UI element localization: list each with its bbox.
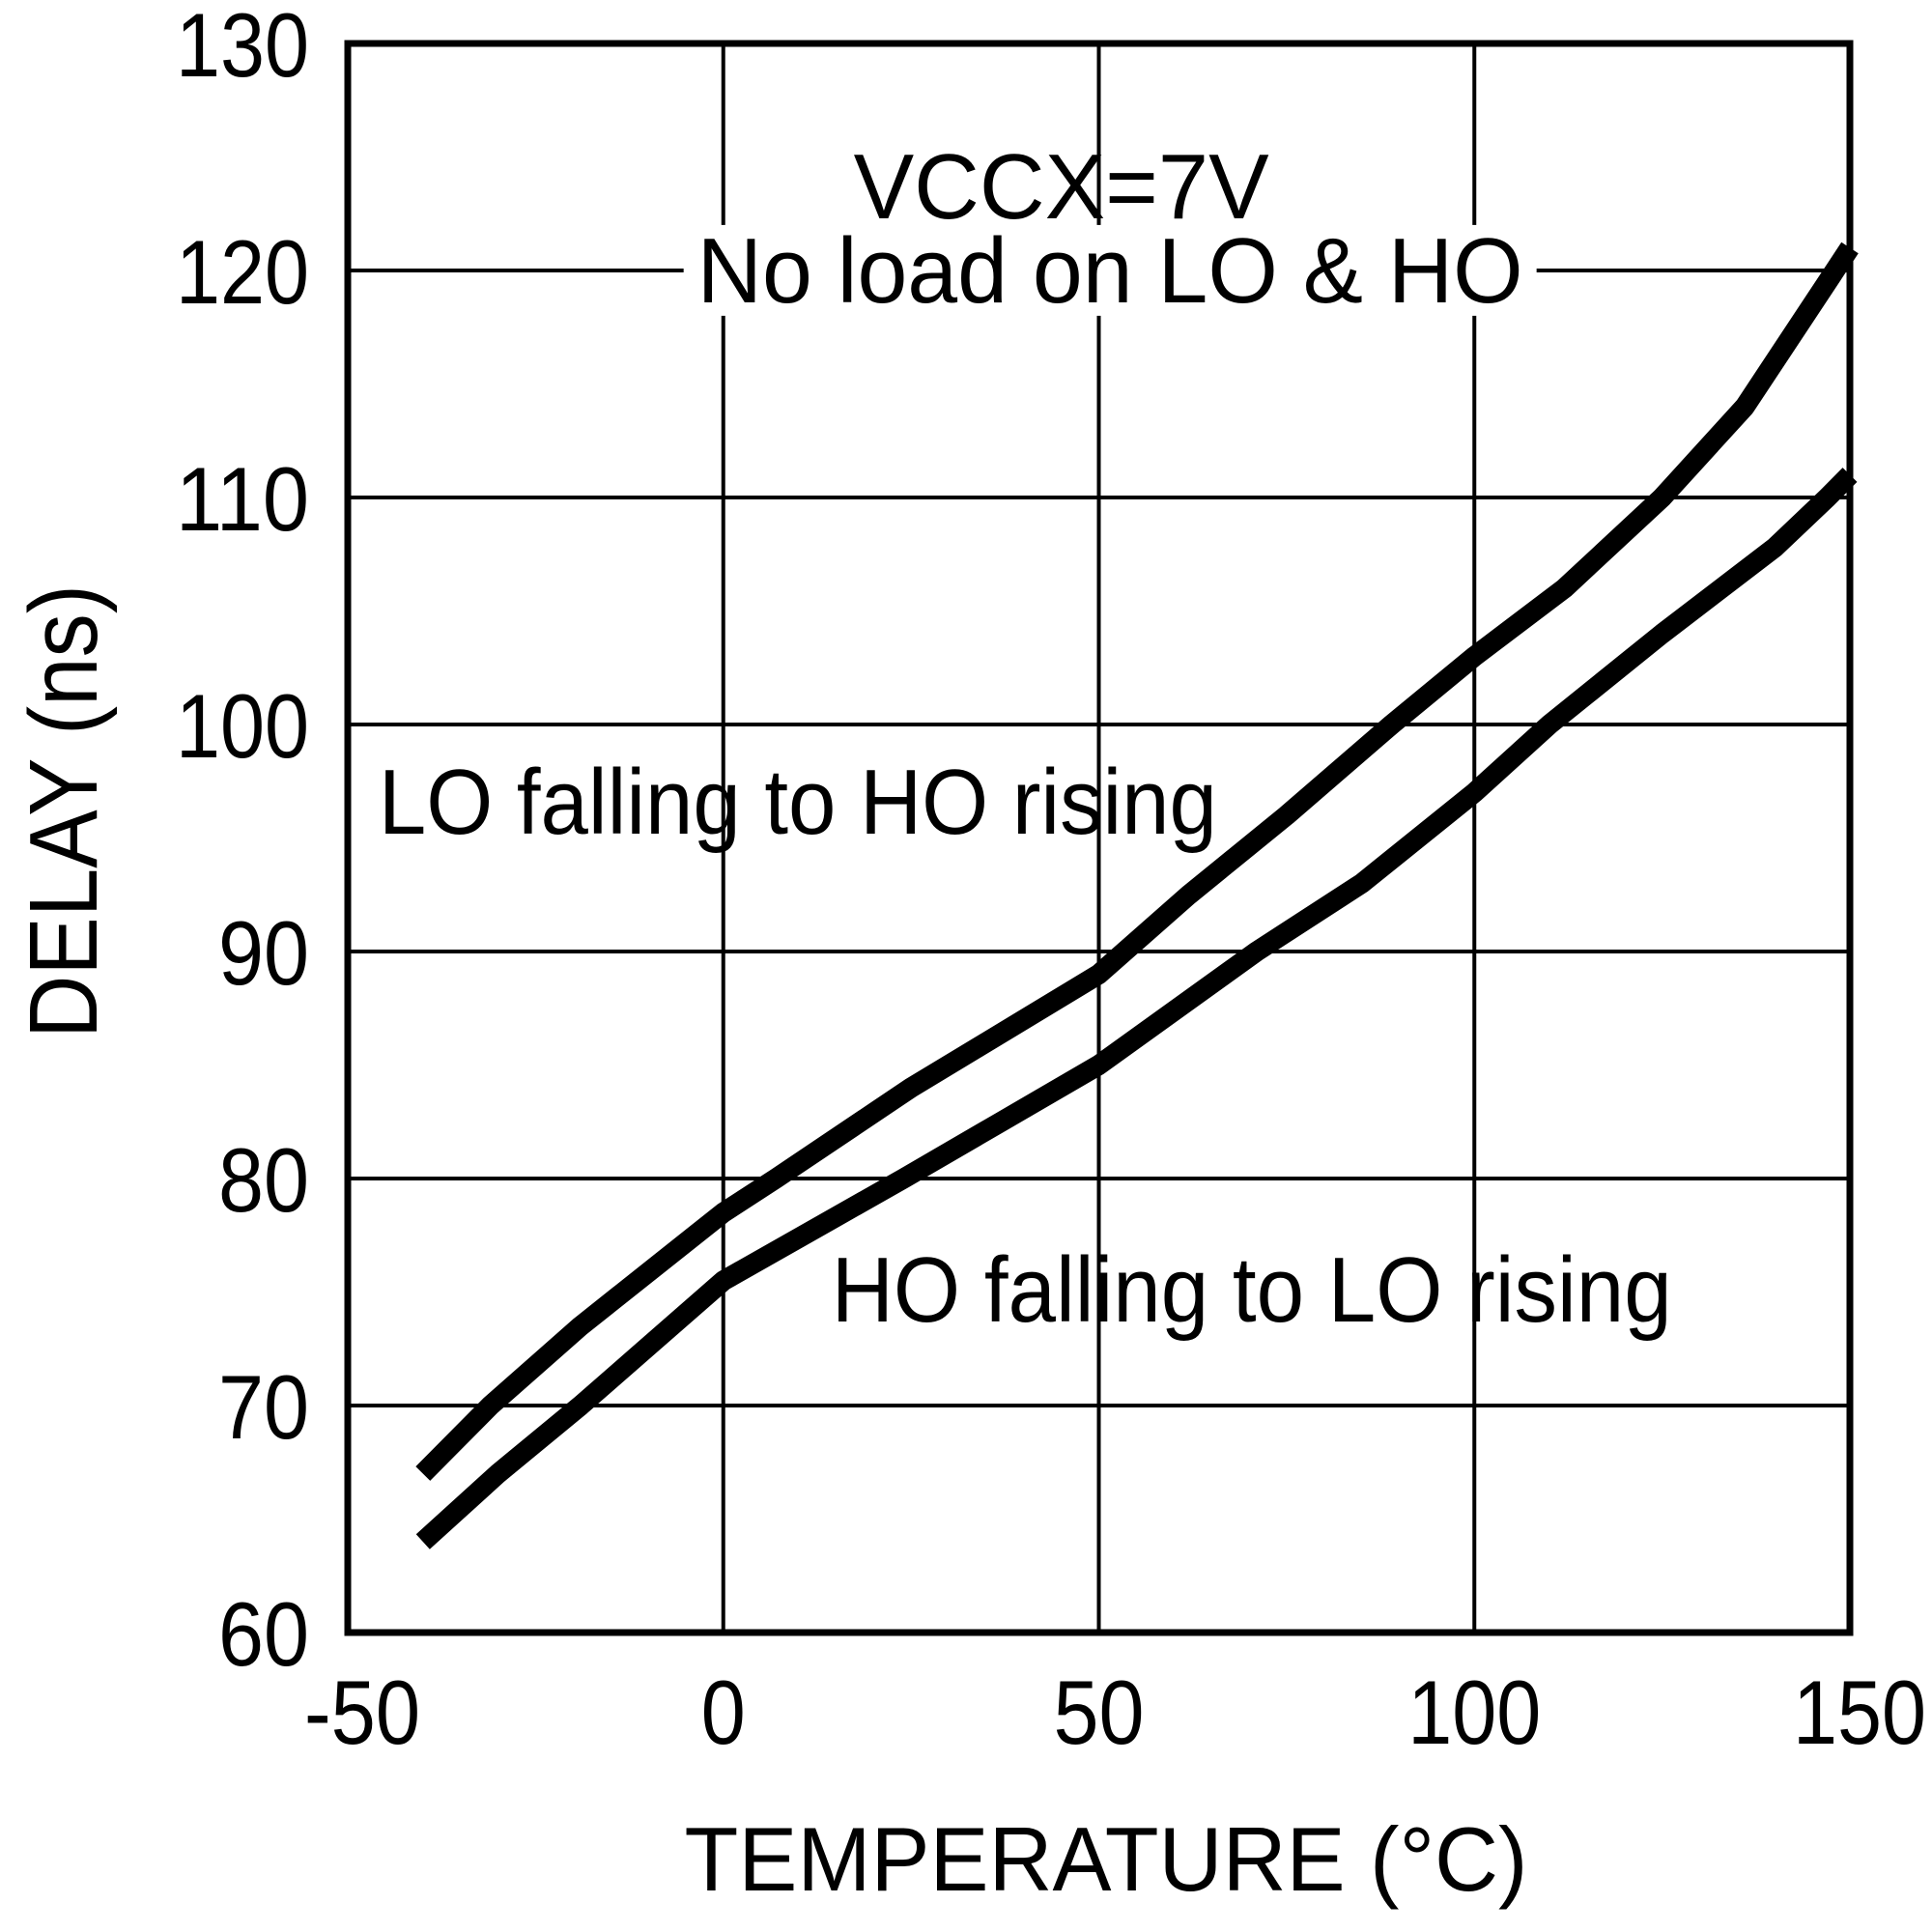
annotation-text: VCCX=7V [854,135,1269,239]
x-tick-label: 100 [1407,1662,1541,1763]
y-tick-label: 100 [176,675,309,777]
annotation-mask [683,224,1537,316]
y-tick-label: 90 [218,902,309,1004]
y-tick-label: 60 [218,1583,309,1685]
y-tick-label: 80 [218,1129,309,1231]
series-label: HO falling to LO rising [832,1238,1672,1342]
plot-border [344,40,1854,1636]
y-tick-label: 130 [176,0,309,96]
x-tick-label: -50 [304,1662,420,1763]
x-tick-label: 50 [1054,1662,1145,1763]
y-tick-label: 70 [218,1356,309,1458]
x-axis-title: TEMPERATURE (°C) [685,1808,1528,1910]
tick-labels: -50 0 50 100 150 60 70 80 90 100 110 120 130 [176,0,1926,1763]
x-tick-label: 0 [701,1662,746,1763]
annotation-text: No load on LO & HO [697,219,1523,323]
curve-labels: LO falling to HO rising HO falling to LO … [379,751,1672,1342]
x-tick-label: 150 [1793,1662,1926,1763]
series-curve [415,468,1858,1549]
series-curve [415,242,1859,1481]
series-label: LO falling to HO rising [379,751,1217,854]
y-axis-title: DELAY (ns) [10,584,118,1038]
curves [415,242,1859,1549]
y-tick-label: 110 [176,448,309,550]
axis-titles: TEMPERATURE (°C) DELAY (ns) [10,584,1528,1910]
y-tick-label: 120 [176,221,309,323]
